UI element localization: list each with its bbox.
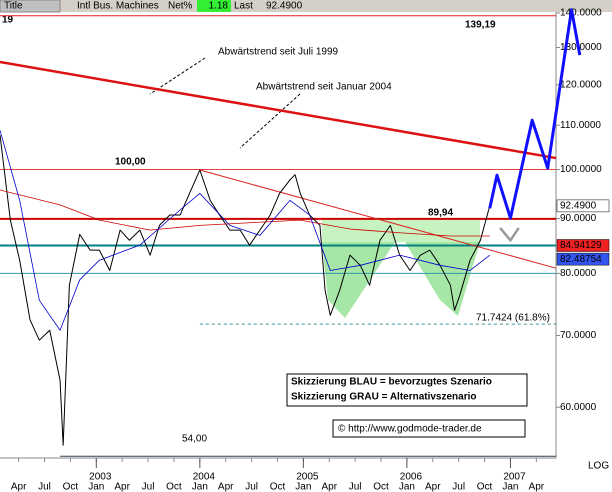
shade (322, 218, 480, 242)
shade (322, 242, 395, 318)
x-tick-label: Jan (399, 482, 415, 492)
year-label: 2003 (89, 472, 112, 483)
trendline (0, 60, 557, 160)
series-line (0, 134, 491, 446)
price-tag-label: 84.94129 (560, 240, 602, 251)
year-label: 2005 (296, 472, 319, 483)
series-line (0, 130, 490, 331)
y-tick-label: 70.0000 (560, 330, 597, 341)
level-label: 100,00 (115, 157, 146, 168)
x-tick-label: Apr (114, 482, 130, 492)
net-cell (197, 0, 231, 12)
price-tag-label: 82.48754 (560, 254, 602, 265)
trendline (199, 169, 557, 269)
series-line (499, 227, 520, 242)
y-tick-label: 90.0000 (560, 213, 597, 224)
series-line (0, 189, 490, 237)
net-value: 1.18 (209, 1, 229, 12)
y-tick-label: 130.0000 (560, 42, 602, 53)
x-tick-label: Oct (166, 482, 182, 492)
title-label: Title (4, 1, 23, 12)
annotation: Skizzierung BLAU = bevorzugtes Szenario (291, 377, 492, 388)
y-tick-label: 120.0000 (560, 79, 602, 90)
corner-label: 19 (2, 15, 14, 26)
shade (405, 242, 480, 316)
year-label: 2004 (193, 472, 216, 483)
x-tick-label: Oct (63, 482, 79, 492)
annotation: Abwärtstrend seit Juli 1999 (218, 47, 339, 58)
price-tag (556, 239, 610, 252)
x-tick-label: Apr (11, 482, 27, 492)
symbol: Intl Bus. Machines (77, 1, 159, 12)
y-tick-label: 110.0000 (560, 120, 601, 131)
x-tick-label: Jul (38, 482, 51, 492)
scale-label: LOG (588, 461, 609, 472)
year-label: 2006 (400, 472, 423, 483)
leader-line (149, 57, 206, 95)
series-line (488, 8, 582, 220)
x-tick-label: Jul (142, 482, 155, 492)
x-tick-label: Apr (218, 482, 234, 492)
annotation: © http://www.godmode-trader.de (338, 424, 482, 435)
y-tick-label: 140.0000 (560, 8, 602, 19)
leader-line (239, 93, 301, 149)
x-tick-label: Jan (192, 482, 208, 492)
header: Title Intl Bus. Machines Net% 1.18 Last … (0, 0, 612, 13)
x-tick-label: Jul (245, 482, 258, 492)
level-label: 54,00 (182, 434, 207, 445)
last-label: Last (234, 1, 253, 12)
year-label: 2007 (503, 472, 526, 483)
y-tick-label: 80.0000 (560, 268, 597, 279)
plot: 60.0000 70.0000 80.0000 90.0000 100.0000 110.… (0, 8, 610, 492)
x-tick-label: Oct (270, 482, 286, 492)
x-tick-label: Apr (529, 482, 545, 492)
y-tick-label: 60.0000 (560, 402, 597, 413)
price-tag (556, 199, 610, 213)
annotation: Abwärtstrend seit Januar 2004 (256, 82, 392, 93)
last-value: 92.4900 (266, 1, 303, 12)
title-cell (0, 0, 61, 13)
level-label: 89,94 (428, 208, 453, 219)
level-label: 139,19 (465, 20, 496, 31)
x-tick-label: Jan (502, 482, 518, 492)
x-tick-label: Apr (425, 482, 441, 492)
annotation: Skizzierung GRAU = Alternativszenario (291, 392, 477, 403)
net-label: Net% (168, 1, 193, 12)
x-tick-label: Jan (295, 482, 311, 492)
x-tick-label: Jul (349, 482, 362, 492)
pattern-shading (322, 218, 480, 318)
y-tick-label: 100.0000 (560, 164, 602, 175)
x-tick-label: Jul (452, 482, 465, 492)
x-tick-label: Jan (88, 482, 104, 492)
x-tick-label: Oct (373, 482, 389, 492)
legend-box (286, 373, 528, 407)
x-tick-label: Oct (477, 482, 493, 492)
credit-box (332, 419, 526, 438)
price-tag-label: 92.4900 (560, 201, 597, 212)
price-tag (556, 252, 610, 266)
header-bar (0, 0, 612, 12)
x-tick-label: Apr (321, 482, 337, 492)
level-label: 71.7424 (61.8%) (476, 313, 550, 324)
